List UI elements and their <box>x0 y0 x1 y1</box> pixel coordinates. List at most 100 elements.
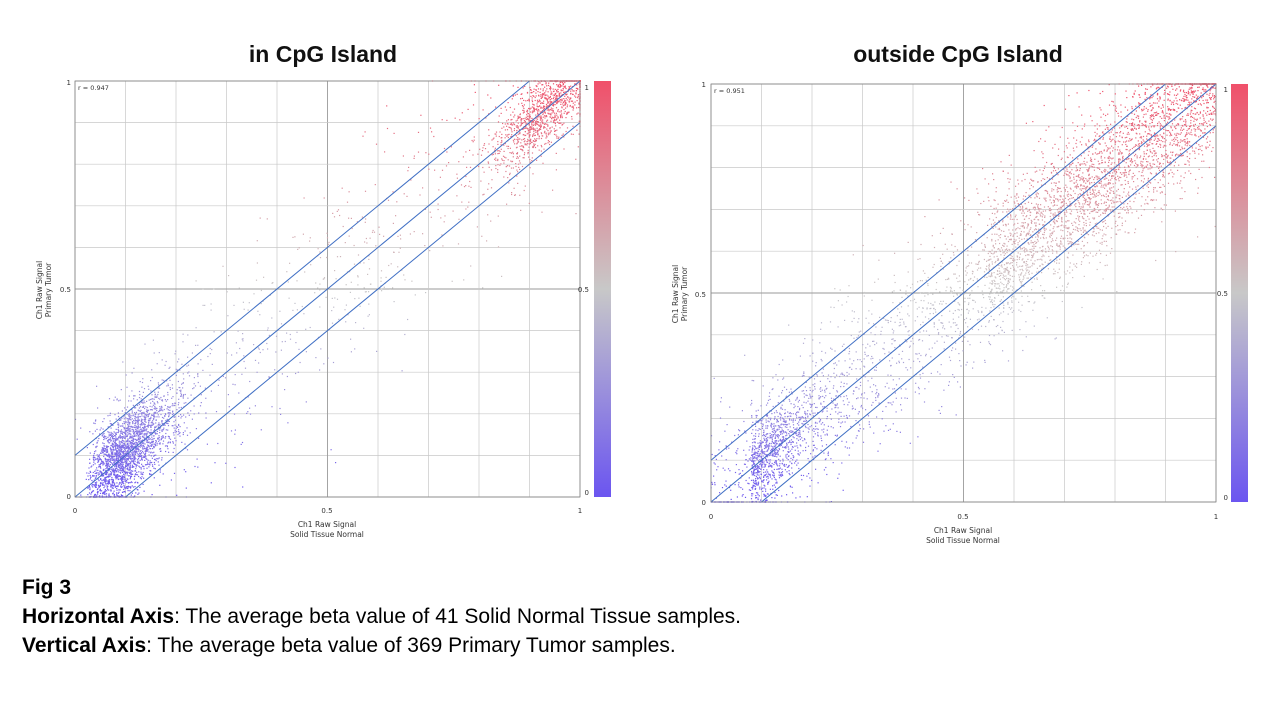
scatter-point <box>563 98 565 100</box>
scatter-point <box>235 342 237 344</box>
scatter-point <box>153 437 155 440</box>
scatter-point <box>259 217 261 219</box>
scatter-point <box>152 424 154 426</box>
scatter-point <box>514 194 516 196</box>
scatter-point <box>517 171 519 173</box>
scatter-point <box>118 419 120 421</box>
scatter-point <box>157 414 159 416</box>
scatter-point <box>121 476 124 479</box>
scatter-point <box>1083 181 1085 183</box>
scatter-point <box>162 429 165 431</box>
scatter-point <box>127 457 129 459</box>
scatter-point <box>161 406 163 408</box>
scatter-point <box>1102 221 1104 223</box>
scatter-point <box>133 456 135 458</box>
scatter-point <box>127 414 130 416</box>
scatter-point <box>528 136 530 138</box>
scatter-point <box>149 473 151 475</box>
scatter-point <box>127 429 129 431</box>
scatter-point <box>119 460 121 462</box>
scatter-point <box>1019 228 1021 230</box>
scatter-point <box>472 141 474 143</box>
scatter-point <box>182 333 184 335</box>
scatter-point <box>241 373 243 375</box>
scatter-point <box>284 389 286 391</box>
scatter-point <box>172 403 174 405</box>
scatter-point <box>397 235 399 237</box>
scatter-point <box>167 425 170 427</box>
scatter-point <box>545 103 548 105</box>
scatter-point <box>132 437 134 439</box>
scatter-point <box>330 449 332 451</box>
scatter-point <box>157 423 160 426</box>
scatter-point <box>398 251 400 253</box>
scatter-point <box>133 463 135 465</box>
scatter-point <box>182 382 184 384</box>
scatter-point <box>156 416 158 418</box>
scatter-point <box>510 152 513 154</box>
scatter-point <box>144 453 146 455</box>
scatter-point <box>1026 250 1028 252</box>
scatter-point <box>164 437 166 439</box>
scatter-point <box>538 125 540 127</box>
scatter-point <box>148 420 150 422</box>
scatter-point <box>144 418 146 420</box>
scatter-point <box>546 136 548 138</box>
scatter-point <box>174 444 176 446</box>
scatter-point <box>560 101 562 103</box>
scatter-point <box>130 425 133 427</box>
scatter-point <box>523 128 525 130</box>
scatter-point <box>923 330 925 332</box>
scatter-point <box>848 350 851 353</box>
scatter-point <box>528 100 530 102</box>
scatter-point <box>137 436 139 438</box>
scatter-point <box>96 454 98 456</box>
scatter-point <box>562 133 564 135</box>
scatter-point <box>117 447 119 449</box>
scatter-point <box>1074 186 1076 188</box>
scatter-point <box>143 437 146 439</box>
scatter-point <box>778 458 780 460</box>
scatter-point <box>88 485 90 487</box>
scatter-point <box>154 411 156 413</box>
scatter-point <box>868 371 870 373</box>
scatter-point <box>156 430 158 432</box>
scatter-point <box>114 445 116 447</box>
scatter-point <box>724 469 726 471</box>
scatter-point <box>112 481 115 483</box>
scatter-point <box>286 375 288 378</box>
scatter-point <box>114 446 117 448</box>
scatter-point <box>417 151 420 153</box>
scatter-point <box>108 493 110 495</box>
scatter-point <box>177 434 179 436</box>
scatter-point <box>99 459 101 461</box>
scatter-point <box>501 133 503 135</box>
scatter-point <box>149 419 151 421</box>
scatter-point <box>187 356 189 358</box>
scatter-point <box>122 458 124 460</box>
scatter-point <box>1023 227 1025 229</box>
scatter-point <box>1041 272 1043 274</box>
scatter-point <box>887 374 889 376</box>
scatter-point <box>555 94 558 97</box>
scatter-point <box>498 152 500 154</box>
scatter-point <box>119 456 121 458</box>
scatter-point <box>1093 193 1095 195</box>
scatter-point <box>506 129 509 131</box>
scatter-point <box>136 451 138 453</box>
scatter-point <box>122 457 124 459</box>
scatter-point <box>121 464 123 466</box>
scatter-point <box>121 444 123 446</box>
scatter-point <box>369 237 371 239</box>
scatter-point <box>531 101 534 103</box>
scatter-point <box>96 445 98 447</box>
scatter-point <box>433 135 435 138</box>
scatter-point <box>1114 93 1116 95</box>
scatter-point <box>333 216 336 218</box>
scatter-point <box>534 99 536 102</box>
scatter-point <box>578 106 580 109</box>
scatter-point <box>371 231 374 233</box>
scatter-point <box>122 447 124 449</box>
scatter-point <box>526 92 529 94</box>
scatter-point <box>137 455 139 457</box>
